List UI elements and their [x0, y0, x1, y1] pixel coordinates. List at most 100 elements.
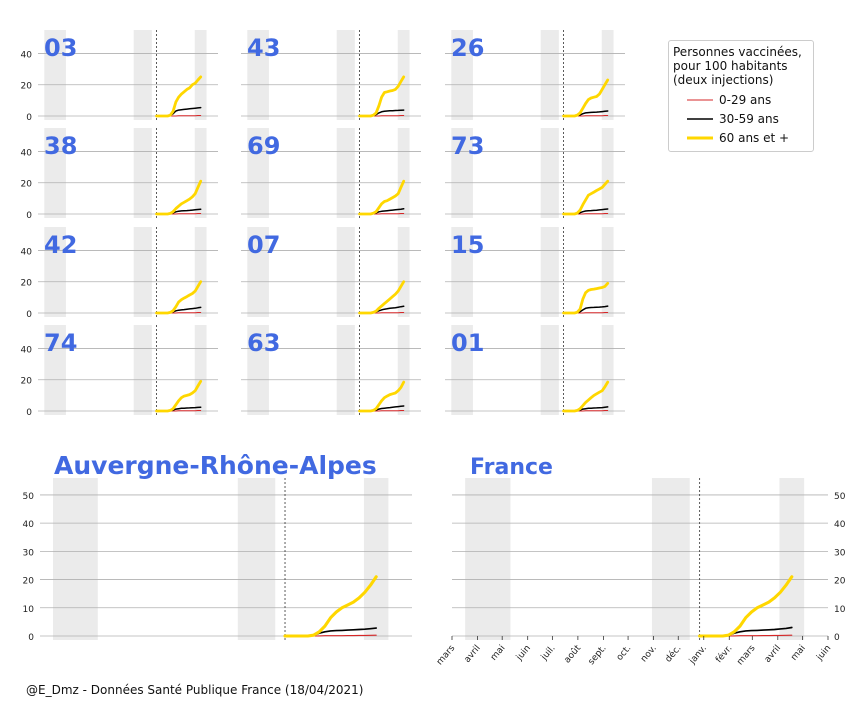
x-tick-label: oct.	[615, 644, 633, 663]
lockdown-shading-1	[540, 325, 559, 415]
y-tick-label: 40	[21, 148, 33, 158]
x-tick-label: juin	[814, 644, 833, 664]
panel-dept-74: 0 20 40 74	[21, 325, 218, 418]
legend-label-30-59: 30-59 ans	[719, 111, 779, 126]
legend-entry-30-59: 30-59 ans	[673, 109, 809, 128]
lockdown-shading-0	[44, 128, 66, 218]
y-tick-label: 10	[834, 605, 846, 615]
panel-dept-38: 0 20 40 38	[21, 128, 218, 221]
legend-swatch-30-59	[687, 117, 713, 120]
series-line-2	[283, 575, 378, 638]
lockdown-shading-2	[363, 478, 389, 640]
lockdown-shading-1	[336, 128, 355, 218]
lockdown-shading-2	[194, 128, 207, 218]
panel-title: 74	[44, 329, 77, 357]
panel-title: France	[470, 455, 553, 480]
lockdown-shading-1	[237, 478, 276, 640]
panel-title: 43	[247, 34, 280, 62]
panel-title: 38	[44, 132, 77, 160]
panel-dept-01: 01	[445, 325, 625, 415]
lockdown-shading-2	[779, 478, 805, 640]
y-tick-label: 20	[21, 279, 33, 289]
legend-swatch-60-plus	[687, 136, 713, 139]
lockdown-shading-0	[451, 128, 473, 218]
x-tick-label: juil.	[539, 644, 558, 664]
lockdown-shading-0	[451, 325, 473, 415]
lockdown-shading-0	[451, 227, 473, 317]
panel-dept-07: 07	[241, 227, 421, 317]
y-tick-label: 20	[21, 180, 33, 190]
y-tick-label: 0	[26, 408, 32, 418]
lockdown-shading-0	[44, 227, 66, 317]
x-tick-label: févr.	[713, 643, 734, 665]
y-tick-label: 50	[23, 492, 35, 502]
lockdown-shading-1	[651, 478, 690, 640]
y-tick-label: 50	[834, 492, 846, 502]
series-line-2	[562, 380, 610, 413]
y-tick-label: 40	[21, 345, 33, 355]
lockdown-shading-0	[44, 30, 66, 120]
legend-entry-60-plus: 60 ans et +	[673, 128, 809, 147]
panel-large-0: 0 10 20 30 40 50 Auvergne-Rhône-Alpes	[23, 451, 412, 643]
lockdown-shading-1	[336, 227, 355, 317]
panel-dept-43: 43	[241, 30, 421, 120]
panel-title: 63	[247, 329, 280, 357]
lockdown-shading-1	[133, 30, 152, 120]
y-tick-label: 0	[28, 633, 34, 643]
panel-title: Auvergne-Rhône-Alpes	[54, 451, 377, 480]
lockdown-shading-2	[601, 325, 614, 415]
panel-title: 07	[247, 231, 280, 259]
lockdown-shading-2	[194, 227, 207, 317]
lockdown-shading-2	[601, 227, 614, 317]
lockdown-shading-0	[247, 128, 269, 218]
y-tick-label: 40	[834, 520, 846, 530]
panel-dept-69: 69	[241, 128, 421, 218]
y-tick-label: 0	[26, 310, 32, 320]
y-tick-label: 30	[834, 548, 846, 558]
panel-dept-15: 15	[445, 227, 625, 317]
y-tick-label: 20	[21, 82, 33, 92]
y-tick-label: 0	[26, 211, 32, 221]
x-tick-label: déc.	[663, 643, 684, 665]
panel-large-1: 0 10 20 30 40 50 France	[452, 455, 846, 643]
lockdown-shading-2	[601, 30, 614, 120]
lockdown-shading-0	[465, 478, 511, 640]
lockdown-shading-1	[540, 30, 559, 120]
lockdown-shading-2	[601, 128, 614, 218]
y-tick-label: 0	[26, 113, 32, 123]
lockdown-shading-2	[194, 30, 207, 120]
x-tick-label: janv.	[687, 644, 709, 667]
x-tick-label: nov.	[639, 644, 659, 665]
lockdown-shading-1	[133, 325, 152, 415]
series-line-2	[562, 179, 610, 216]
y-tick-label: 20	[23, 577, 35, 587]
lockdown-shading-2	[397, 325, 410, 415]
y-tick-label: 0	[834, 633, 840, 643]
x-tick-label: août	[562, 643, 583, 665]
legend-label-0-29: 0-29 ans	[719, 92, 772, 107]
panel-title: 69	[247, 132, 280, 160]
y-tick-label: 30	[23, 548, 35, 558]
series-line-2	[155, 75, 203, 118]
panel-title: 03	[44, 34, 77, 62]
panel-title: 15	[451, 231, 484, 259]
legend-label-60-plus: 60 ans et +	[719, 130, 790, 145]
panel-dept-42: 0 20 40 42	[21, 227, 218, 320]
lockdown-shading-2	[397, 227, 410, 317]
y-tick-label: 20	[834, 577, 846, 587]
x-tick-label: mars	[735, 643, 757, 667]
lockdown-shading-0	[247, 30, 269, 120]
legend-title: Personnes vaccinées, pour 100 habitants …	[673, 45, 802, 87]
lockdown-shading-1	[336, 325, 355, 415]
x-tick-label: mai	[489, 644, 507, 663]
x-tick-label: juin	[514, 644, 533, 664]
source-footnote: @E_Dmz - Données Santé Publique France (…	[26, 683, 364, 697]
lockdown-shading-1	[540, 128, 559, 218]
panel-title: 01	[451, 329, 484, 357]
x-tick-label: sept.	[587, 644, 609, 668]
x-tick-label: mars	[435, 643, 457, 667]
lockdown-shading-2	[397, 30, 410, 120]
legend-swatch-0-29	[687, 99, 713, 100]
y-tick-label: 40	[23, 520, 35, 530]
